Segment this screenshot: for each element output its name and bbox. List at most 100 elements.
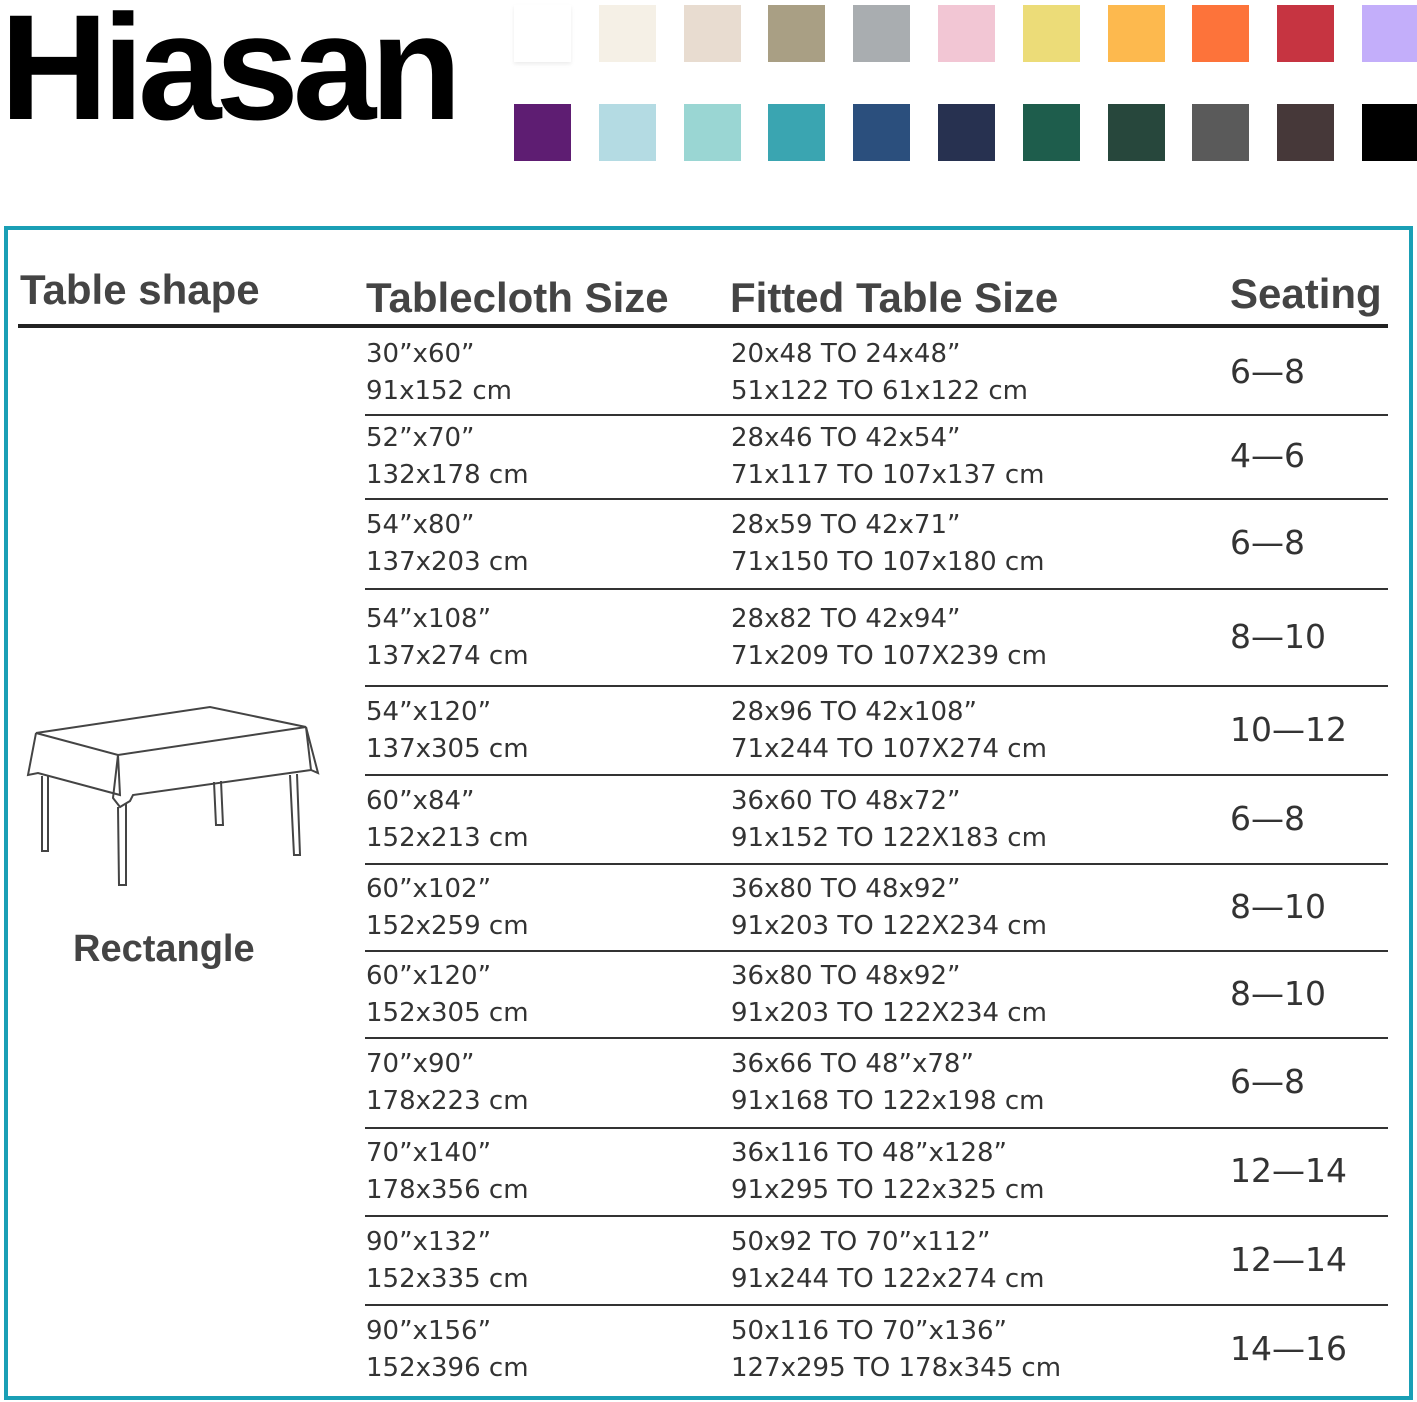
- tablecloth-size-cm: 91x152 cm: [366, 375, 512, 406]
- seating-value: 8—10: [1230, 973, 1326, 1013]
- seating-value: 12—14: [1230, 1151, 1347, 1190]
- header-tablecloth-size: Tablecloth Size: [366, 274, 669, 321]
- row-divider: [365, 1127, 1388, 1129]
- seating-value: 12—14: [1230, 1239, 1347, 1279]
- tablecloth-size-cm: 152x305 cm: [366, 997, 529, 1028]
- fitted-size-inches: 28x46 TO 42x54”: [731, 423, 961, 453]
- fitted-size-inches: 36x80 TO 48x92”: [731, 960, 961, 991]
- row-divider: [365, 498, 1388, 500]
- row-divider: [365, 414, 1388, 416]
- color-swatch: [938, 5, 995, 62]
- fitted-size-inches: 36x80 TO 48x92”: [731, 873, 961, 904]
- row-divider: [365, 1215, 1388, 1217]
- table-row: 90”x132” 152x335 cm 50x92 TO 70”x112” 91x24…: [0, 1216, 1417, 1306]
- tablecloth-size-cm: 178x356 cm: [366, 1175, 529, 1205]
- color-swatch: [768, 104, 826, 161]
- tablecloth-size-cm: 132x178 cm: [366, 460, 529, 490]
- color-swatch: [1022, 104, 1080, 161]
- table-row: 70”x140” 178x356 cm 36x116 TO 48”x128” 91x2…: [0, 1128, 1417, 1217]
- row-divider: [365, 950, 1388, 952]
- fitted-size-cm: 71x117 TO 107x137 cm: [731, 460, 1045, 490]
- fitted-size-cm: 91x203 TO 122X234 cm: [731, 910, 1047, 941]
- fitted-size-cm: 71x209 TO 107X239 cm: [731, 640, 1047, 671]
- table-row: 90”x156” 152x396 cm 50x116 TO 70”x136” 127x…: [0, 1305, 1417, 1395]
- color-swatch: [514, 104, 571, 161]
- color-swatch: [1022, 5, 1080, 62]
- fitted-size-inches: 36x60 TO 48x72”: [731, 785, 961, 816]
- table-row: 30”x60” 91x152 cm 20x48 TO 24x48” 51x122 TO…: [0, 330, 1417, 416]
- seating-value: 8—10: [1230, 616, 1326, 656]
- fitted-size-cm: 91x203 TO 122X234 cm: [731, 997, 1047, 1028]
- tablecloth-size-inches: 90”x156”: [366, 1316, 492, 1346]
- tablecloth-size-inches: 90”x132”: [366, 1226, 492, 1257]
- tablecloth-size-inches: 54”x108”: [366, 603, 492, 634]
- color-swatch: [514, 5, 571, 62]
- tablecloth-size-inches: 54”x80”: [366, 510, 475, 540]
- tablecloth-size-inches: 60”x84”: [366, 785, 475, 816]
- fitted-size-inches: 50x92 TO 70”x112”: [731, 1226, 991, 1257]
- tablecloth-size-inches: 60”x120”: [366, 960, 492, 991]
- color-swatch: [1107, 104, 1165, 161]
- fitted-size-cm: 91x295 TO 122x325 cm: [731, 1175, 1045, 1205]
- seating-value: 6—8: [1230, 1062, 1305, 1101]
- color-swatch: [938, 104, 995, 161]
- seating-value: 6—8: [1230, 523, 1305, 562]
- tablecloth-size-inches: 52”x70”: [366, 423, 475, 453]
- color-swatch: [598, 104, 656, 161]
- color-swatch: [1192, 5, 1250, 62]
- fitted-size-cm: 51x122 TO 61x122 cm: [731, 375, 1028, 406]
- header-fitted-table-size: Fitted Table Size: [730, 274, 1059, 321]
- fitted-size-cm: 91x168 TO 122x198 cm: [731, 1086, 1045, 1116]
- color-swatch: [853, 5, 911, 62]
- fitted-size-inches: 36x116 TO 48”x128”: [731, 1138, 1008, 1168]
- fitted-size-inches: 50x116 TO 70”x136”: [731, 1316, 1008, 1346]
- row-divider: [365, 1304, 1388, 1306]
- table-row: 52”x70” 132x178 cm 28x46 TO 42x54” 71x117 T…: [0, 415, 1417, 500]
- tablecloth-size-inches: 60”x102”: [366, 873, 492, 904]
- fitted-size-inches: 36x66 TO 48”x78”: [731, 1049, 974, 1079]
- seating-value: 6—8: [1230, 798, 1305, 838]
- table-row: 54”x120” 137x305 cm 28x96 TO 42x108” 71x244…: [0, 686, 1417, 776]
- row-divider: [365, 685, 1388, 687]
- fitted-size-cm: 71x150 TO 107x180 cm: [731, 547, 1045, 577]
- table-row: 54”x80” 137x203 cm 28x59 TO 42x71” 71x150 T…: [0, 499, 1417, 590]
- row-divider: [365, 863, 1388, 865]
- tablecloth-size-cm: 152x335 cm: [366, 1263, 529, 1294]
- tablecloth-size-inches: 54”x120”: [366, 696, 492, 727]
- seating-value: 14—16: [1230, 1329, 1347, 1368]
- seating-value: 8—10: [1230, 886, 1326, 926]
- tablecloth-size-cm: 137x274 cm: [366, 640, 529, 671]
- tablecloth-size-inches: 30”x60”: [366, 338, 475, 369]
- seating-value: 6—8: [1230, 351, 1305, 391]
- table-row: 70”x90” 178x223 cm 36x66 TO 48”x78” 91x168 …: [0, 1038, 1417, 1129]
- fitted-size-cm: 71x244 TO 107X274 cm: [731, 733, 1047, 764]
- fitted-size-cm: 91x152 TO 122X183 cm: [731, 822, 1047, 853]
- color-swatch: [1277, 5, 1335, 62]
- header-seating: Seating: [1230, 270, 1382, 317]
- table-row: 54”x108” 137x274 cm 28x82 TO 42x94” 71x209 …: [0, 589, 1417, 687]
- color-swatch: [1192, 104, 1250, 161]
- header-divider: [18, 324, 1388, 328]
- color-swatch: [1107, 5, 1165, 62]
- row-divider: [365, 774, 1388, 776]
- color-swatch: [683, 5, 741, 62]
- tablecloth-size-cm: 137x305 cm: [366, 733, 529, 764]
- color-swatch: [1277, 104, 1335, 161]
- brand-logo: Hiasan: [0, 0, 462, 151]
- tablecloth-size-cm: 178x223 cm: [366, 1086, 529, 1116]
- color-swatch: [768, 5, 826, 62]
- tablecloth-size-inches: 70”x140”: [366, 1138, 492, 1168]
- color-swatch: [598, 5, 656, 62]
- table-row: 60”x84” 152x213 cm 36x60 TO 48x72” 91x152 T…: [0, 775, 1417, 865]
- tablecloth-size-cm: 152x259 cm: [366, 910, 529, 941]
- tablecloth-size-cm: 152x396 cm: [366, 1353, 529, 1383]
- header-table-shape: Table shape: [20, 266, 260, 313]
- table-row: 60”x102” 152x259 cm 36x80 TO 48x92” 91x203 …: [0, 864, 1417, 952]
- row-divider: [365, 1037, 1388, 1039]
- shape-label: Rectangle: [73, 928, 255, 970]
- tablecloth-size-cm: 137x203 cm: [366, 547, 529, 577]
- fitted-size-cm: 91x244 TO 122x274 cm: [731, 1263, 1045, 1294]
- tablecloth-size-cm: 152x213 cm: [366, 822, 529, 853]
- color-swatch: [683, 104, 741, 161]
- color-swatch: [1362, 104, 1417, 161]
